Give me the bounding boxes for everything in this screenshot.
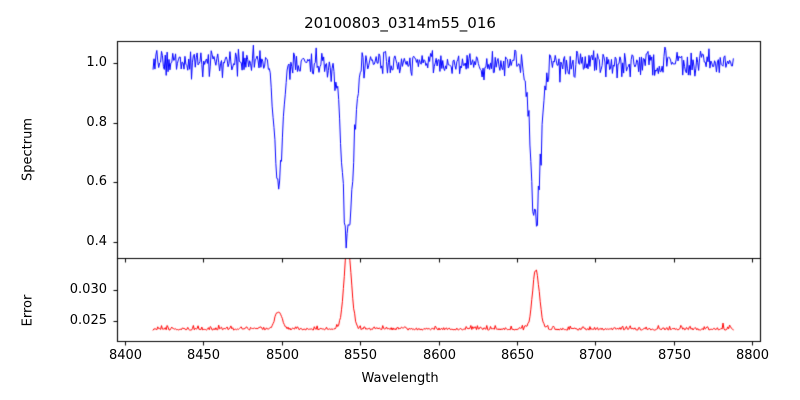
xtick-label: 8700 xyxy=(578,348,613,363)
xtick-label: 8400 xyxy=(108,348,143,363)
xtick-label: 8750 xyxy=(657,348,692,363)
error-ytick-label: 0.030 xyxy=(69,281,107,297)
xtick-label: 8500 xyxy=(265,348,300,363)
spectrum-ytick-label: 0.8 xyxy=(86,114,107,130)
xtick-label: 8550 xyxy=(343,348,378,363)
spectrum-ytick-label: 0.4 xyxy=(86,233,107,249)
spectrum-ytick-label: 0.6 xyxy=(86,173,107,189)
xtick-label: 8650 xyxy=(500,348,535,363)
xtick-label: 8600 xyxy=(422,348,457,363)
error-ytick-label: 0.025 xyxy=(69,312,107,328)
xtick-label: 8450 xyxy=(186,348,221,363)
spectrum-ytick-label: 1.0 xyxy=(86,54,107,70)
wavelength-axis-label: Wavelength xyxy=(361,371,439,386)
spectrum-axis-label: Spectrum xyxy=(20,118,36,181)
error-axis-label: Error xyxy=(20,294,36,327)
page-title: 20100803_0314m55_016 xyxy=(304,14,496,32)
xtick-label: 8800 xyxy=(735,348,770,363)
